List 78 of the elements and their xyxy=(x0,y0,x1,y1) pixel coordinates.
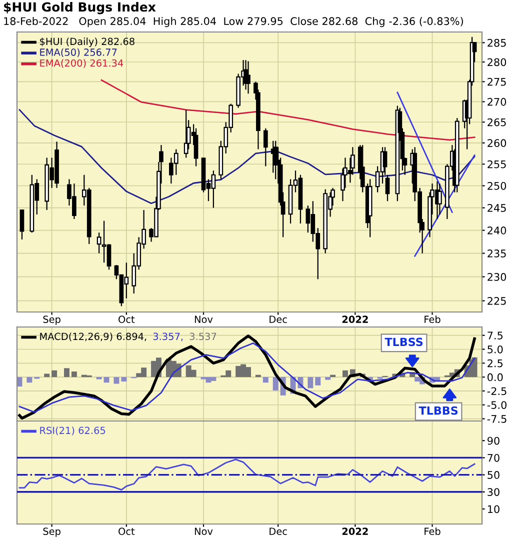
y-tick-label: 230 xyxy=(488,273,506,281)
bar xyxy=(262,377,268,383)
y-tick-label: 255 xyxy=(488,160,506,168)
bar xyxy=(330,374,336,378)
y-tick-label: 285 xyxy=(488,38,506,47)
y-tick-label: 225 xyxy=(488,297,506,305)
candlestick xyxy=(194,128,198,167)
bar xyxy=(121,377,127,382)
y-tick-label: 250 xyxy=(488,182,506,190)
y-tick-label: 235 xyxy=(488,250,506,258)
x-tick-label: Nov xyxy=(194,528,213,535)
x-tick-label: Dec xyxy=(270,528,287,535)
y-tick-label: 5.0 xyxy=(488,345,503,354)
y-tick-label: 0.0 xyxy=(488,373,503,382)
y-tick-label: -2.5 xyxy=(487,387,506,396)
y-tick-label: 2.5 xyxy=(488,359,503,368)
bar xyxy=(44,374,50,378)
candlestick xyxy=(246,60,250,94)
legend-label: EMA(50) 256.77 xyxy=(40,48,117,58)
candlestick xyxy=(273,140,278,180)
y-tick-label: 30 xyxy=(488,488,500,496)
line-series xyxy=(18,109,476,204)
legend-label: RSI(21) 62.65 xyxy=(40,426,106,436)
bar xyxy=(325,377,331,380)
bar xyxy=(104,377,110,383)
y-tick-label: 240 xyxy=(488,226,506,234)
y-tick-label: 245 xyxy=(488,204,506,212)
candlestick xyxy=(385,174,390,202)
x-tick-label: 2022 xyxy=(342,316,368,323)
bar xyxy=(71,371,77,378)
text: 3.537 xyxy=(190,332,216,340)
x-tick-label: Oct xyxy=(118,528,135,535)
bar xyxy=(114,377,120,384)
y-tick-label: -7.5 xyxy=(487,415,506,423)
x-tick-label: Feb xyxy=(424,315,440,323)
legend-label: MACD(12,26,9) 6.894, xyxy=(40,332,146,342)
y-tick-label: 275 xyxy=(488,78,506,86)
y-tick-label: 10 xyxy=(488,505,500,514)
bar xyxy=(52,370,58,378)
x-tick-label: Feb xyxy=(424,527,440,535)
annotation: TLBBS xyxy=(418,406,458,415)
y-tick-label: 270 xyxy=(488,98,506,106)
x-tick-label: Oct xyxy=(118,316,135,323)
bar xyxy=(64,368,70,378)
line-series xyxy=(18,334,476,420)
y-tick-label: 90 xyxy=(488,436,500,445)
y-tick-label: 265 xyxy=(488,118,506,126)
chart-title: $HUI Gold Bugs Index xyxy=(4,2,156,14)
bar xyxy=(272,377,278,390)
line-series xyxy=(18,458,476,491)
candlestick xyxy=(184,109,188,158)
x-tick-label: Sep xyxy=(43,316,60,325)
bar xyxy=(472,357,478,378)
y-tick-label: 260 xyxy=(488,139,506,148)
text: 3.357, xyxy=(153,332,183,342)
x-tick-label: Nov xyxy=(194,316,213,323)
y-tick-label: 70 xyxy=(488,454,500,462)
legend-label: $HUI (Daily) 282.68 xyxy=(40,38,134,47)
x-tick-label: Sep xyxy=(43,528,60,537)
annotation: TLBSS xyxy=(384,338,423,346)
bar xyxy=(255,374,261,378)
candlestick xyxy=(96,232,102,254)
y-tick-label: 50 xyxy=(488,471,500,479)
bar xyxy=(315,377,321,386)
bar xyxy=(342,370,348,378)
x-tick-label: 2022 xyxy=(342,528,368,535)
line-series xyxy=(100,79,476,141)
y-tick-label: -5.0 xyxy=(487,401,506,409)
bar xyxy=(308,377,314,388)
candlestick xyxy=(263,128,268,167)
legend-label: EMA(200) 261.34 xyxy=(40,59,124,68)
y-tick-label: 7.5 xyxy=(488,332,503,340)
y-tick-label: 280 xyxy=(488,58,506,66)
x-tick-label: Dec xyxy=(270,316,287,323)
candlestick xyxy=(438,183,442,216)
chart-subtitle: 18-Feb-2022 Open 285.04 High 285.04 Low 279.95 Close 282.68 Chg -2.36 (-0.83%) xyxy=(4,17,463,28)
candlestick xyxy=(20,209,24,240)
bar xyxy=(26,377,32,383)
